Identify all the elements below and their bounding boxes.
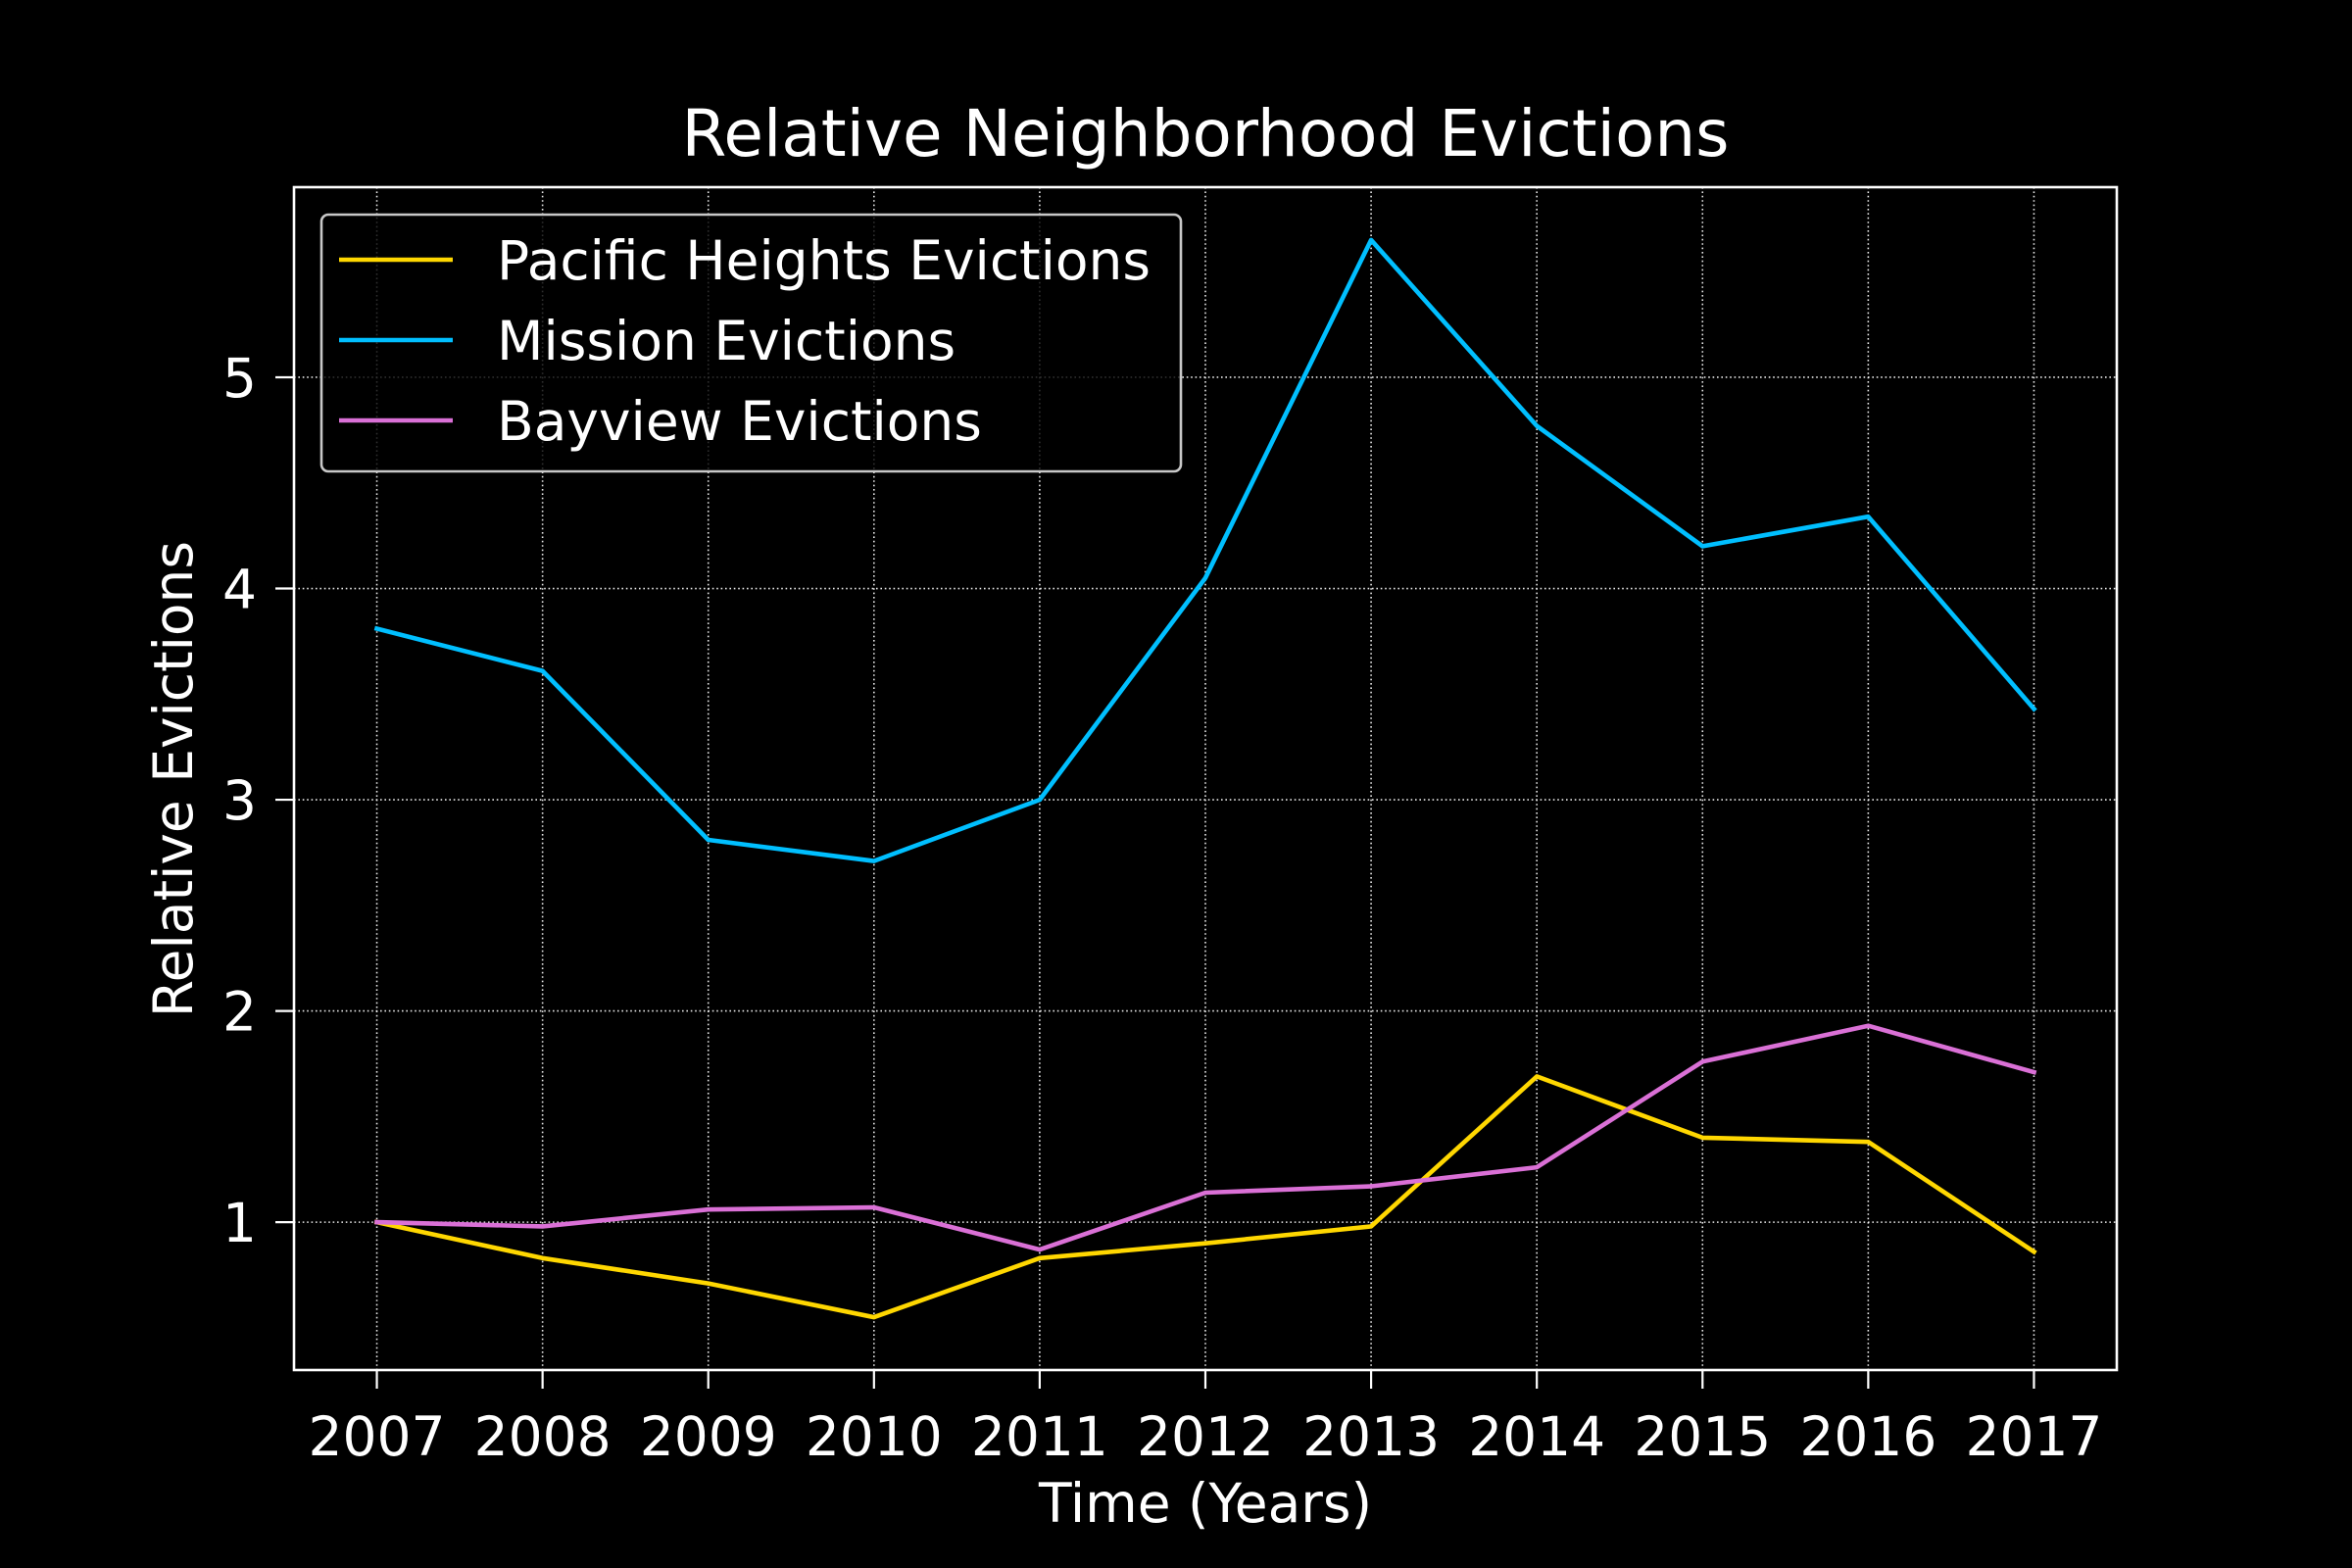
x-tick-label: 2016: [1799, 1405, 1936, 1468]
series-line-pacific-heights-evictions: [373, 1074, 2037, 1320]
x-tick-label: 2007: [309, 1405, 446, 1468]
y-tick-label: 5: [222, 347, 257, 410]
series-line-bayview-evictions: [374, 1023, 2037, 1252]
x-tick-label: 2012: [1137, 1405, 1274, 1468]
x-tick-label: 2010: [806, 1405, 943, 1468]
y-tick-label: 4: [222, 559, 257, 621]
y-tick-label: 3: [222, 769, 257, 832]
y-axis-label: Relative Evictions: [142, 541, 205, 1017]
legend-label: Bayview Evictions: [497, 390, 982, 453]
x-axis-label: Time (Years): [1038, 1472, 1372, 1535]
grid-layer: [294, 187, 2117, 1370]
chart-title: Relative Neighborhood Evictions: [681, 96, 1729, 172]
x-tick-label: 2011: [971, 1405, 1108, 1468]
y-tick-label: 1: [222, 1192, 257, 1254]
legend: Pacific Heights Evictions Mission Evictio…: [319, 213, 1183, 473]
legend-label: Pacific Heights Evictions: [497, 229, 1151, 292]
legend-label: Mission Evictions: [497, 310, 956, 372]
x-tick-label: 2009: [640, 1405, 777, 1468]
y-tick-label: 2: [222, 981, 257, 1044]
x-tick-label: 2014: [1468, 1405, 1605, 1468]
y-axis: 1 2 3 4 5: [222, 347, 294, 1254]
x-axis: 2007 2008 2009 2010 2011 2012 2013 2014 2015 2016…: [309, 1370, 2102, 1468]
x-tick-label: 2015: [1634, 1405, 1771, 1468]
x-tick-label: 2013: [1302, 1405, 1440, 1468]
series-line-mission-evictions: [373, 237, 2037, 863]
series-layer: [373, 237, 2037, 1320]
x-tick-label: 2008: [474, 1405, 612, 1468]
x-tick-label: 2017: [1965, 1405, 2102, 1468]
legend-frame: [319, 213, 1183, 473]
